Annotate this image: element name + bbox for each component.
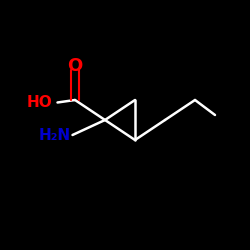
Text: O: O [68, 57, 82, 75]
Text: H₂N: H₂N [39, 128, 71, 142]
Text: HO: HO [27, 95, 53, 110]
